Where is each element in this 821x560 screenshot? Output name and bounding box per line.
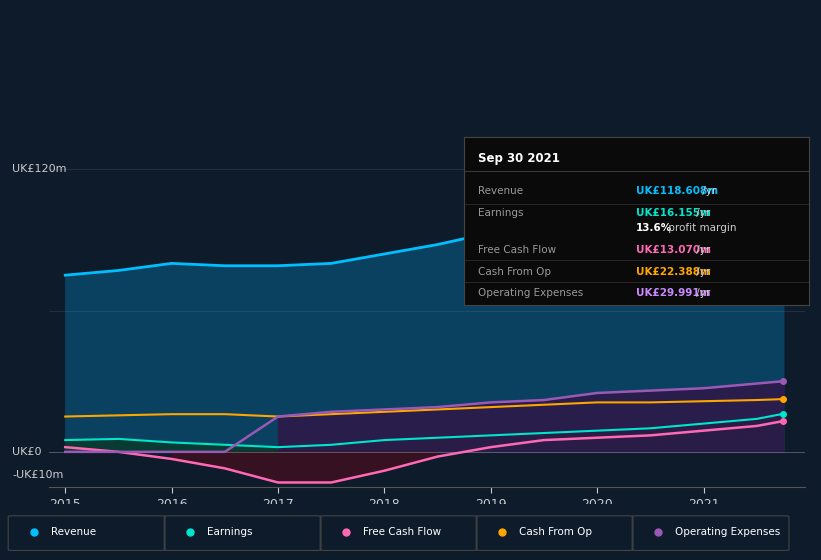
Text: Earnings: Earnings	[207, 527, 252, 537]
Text: UK£118.608m: UK£118.608m	[636, 186, 718, 196]
Text: -UK£10m: -UK£10m	[12, 470, 64, 480]
Text: Earnings: Earnings	[478, 208, 523, 218]
Text: UK£120m: UK£120m	[12, 164, 67, 174]
Text: /yr: /yr	[693, 245, 710, 255]
Text: UK£13.070m: UK£13.070m	[636, 245, 711, 255]
Text: Free Cash Flow: Free Cash Flow	[478, 245, 556, 255]
Text: /yr: /yr	[699, 186, 716, 196]
Text: /yr: /yr	[693, 288, 710, 298]
Text: profit margin: profit margin	[665, 223, 736, 233]
Text: Cash From Op: Cash From Op	[519, 527, 592, 537]
Text: UK£22.388m: UK£22.388m	[636, 267, 711, 277]
Text: UK£0: UK£0	[12, 447, 42, 457]
Text: Revenue: Revenue	[478, 186, 523, 196]
Text: Operating Expenses: Operating Expenses	[675, 527, 780, 537]
Text: Operating Expenses: Operating Expenses	[478, 288, 583, 298]
Text: Free Cash Flow: Free Cash Flow	[363, 527, 441, 537]
Text: /yr: /yr	[693, 267, 710, 277]
Text: UK£16.155m: UK£16.155m	[636, 208, 711, 218]
Text: Cash From Op: Cash From Op	[478, 267, 551, 277]
Text: UK£29.991m: UK£29.991m	[636, 288, 711, 298]
Text: 13.6%: 13.6%	[636, 223, 672, 233]
Text: Sep 30 2021: Sep 30 2021	[478, 152, 560, 165]
Text: Revenue: Revenue	[51, 527, 96, 537]
Text: /yr: /yr	[693, 208, 710, 218]
